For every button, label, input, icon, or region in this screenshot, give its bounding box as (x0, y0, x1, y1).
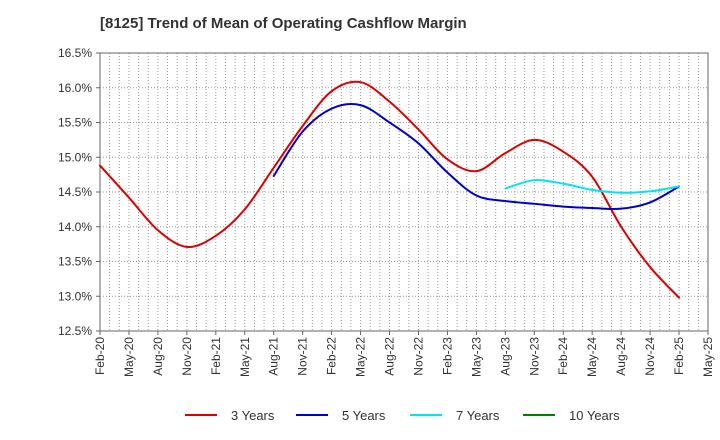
x-tick-label: Feb-23 (440, 337, 454, 375)
series-layer (99, 80, 681, 299)
legend-label-7-years: 7 Years (456, 407, 500, 423)
y-tick-label: 12.5% (58, 324, 92, 338)
x-tick-label: May-22 (354, 337, 368, 377)
x-tick-label: Feb-21 (209, 337, 223, 375)
x-tick-label: Feb-22 (325, 337, 339, 375)
legend-item-10-years: 10 Years (523, 405, 620, 425)
series-line-5-years (272, 103, 681, 211)
x-tick-label: Nov-22 (411, 337, 425, 376)
legend-item-5-years: 5 Years (296, 405, 385, 425)
legend-label-5-years: 5 Years (342, 407, 386, 423)
legend-swatch-7-years (410, 414, 442, 416)
y-axis: 16.5% 16.0% 15.5% 15.0% 14.5% 14.0% 13.5% 13.0%… (58, 46, 100, 338)
series-line-3-years (99, 80, 681, 299)
legend-item-3-years: 3 Years (185, 405, 274, 425)
x-tick-label: May-20 (122, 337, 136, 377)
x-tick-label: Nov-20 (180, 337, 194, 376)
legend-swatch-3-years (185, 414, 217, 416)
y-tick-label: 15.5% (58, 116, 92, 130)
x-tick-label: Feb-20 (93, 337, 107, 375)
y-tick-label: 14.5% (58, 185, 92, 199)
x-tick-label: Nov-21 (296, 337, 310, 376)
x-tick-label: May-21 (238, 337, 252, 377)
x-axis: Feb-20 May-20 Aug-20 Nov-20 Feb-21 May-21 Aug-… (93, 331, 715, 377)
x-tick-label: Aug-22 (383, 337, 397, 376)
legend-item-7-years: 7 Years (410, 405, 499, 425)
y-tick-label: 16.5% (58, 46, 92, 60)
x-tick-label: Aug-21 (267, 337, 281, 376)
y-tick-label: 14.0% (58, 220, 92, 234)
series-line-7-years (504, 179, 681, 194)
x-tick-label: Feb-24 (556, 337, 570, 375)
legend-swatch-10-years (523, 414, 555, 416)
legend: 3 Years 5 Years 7 Years 10 Years (0, 405, 720, 425)
x-tick-label: May-24 (585, 337, 599, 377)
x-tick-label: Feb-25 (672, 337, 686, 375)
chart-title: [8125] Trend of Mean of Operating Cashfl… (100, 15, 467, 32)
x-tick-label: May-23 (469, 337, 483, 377)
legend-swatch-5-years (296, 414, 328, 416)
y-tick-label: 16.0% (58, 81, 92, 95)
y-tick-label: 15.0% (58, 150, 92, 164)
x-tick-label: Aug-23 (498, 337, 512, 376)
x-tick-label: Aug-24 (614, 337, 628, 376)
legend-label-10-years: 10 Years (569, 407, 620, 423)
y-tick-label: 13.5% (58, 255, 92, 269)
legend-label-3-years: 3 Years (231, 407, 275, 423)
y-tick-label: 13.0% (58, 289, 92, 303)
x-tick-label: May-25 (701, 337, 715, 377)
x-tick-label: Nov-24 (643, 337, 657, 376)
x-tick-label: Nov-23 (527, 337, 541, 376)
x-tick-label: Aug-20 (151, 337, 165, 376)
